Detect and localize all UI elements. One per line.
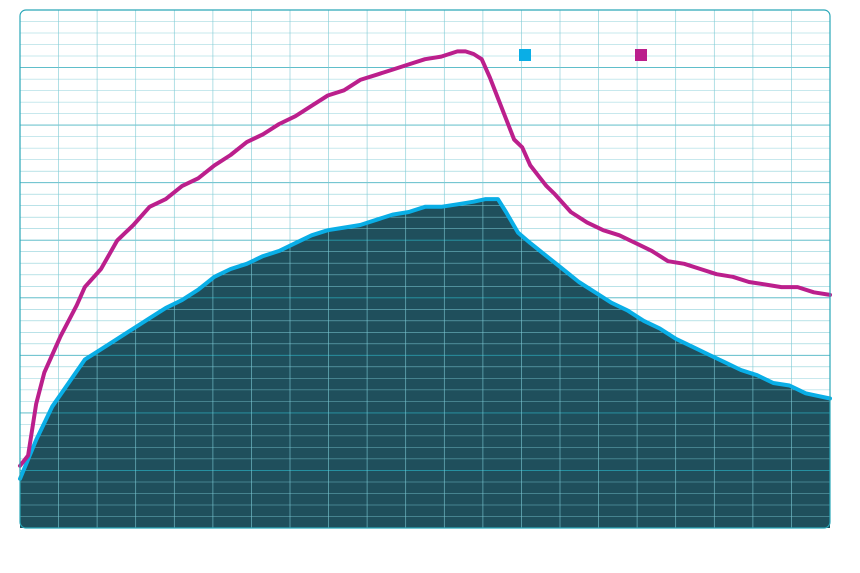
area-series-layer: [20, 10, 830, 528]
legend-swatch-series-0: [519, 49, 531, 61]
line-series-1: [18, 49, 832, 468]
grid-layer: [20, 10, 830, 528]
plot-frame-layer: [19, 9, 831, 529]
area-fill-series-0: [20, 199, 830, 528]
legend-swatch-series-1: [635, 49, 647, 61]
plot-frame: [19, 9, 831, 529]
legend: [519, 49, 647, 61]
line-series-layer: [18, 49, 832, 481]
area-outline-series-0: [18, 197, 832, 481]
